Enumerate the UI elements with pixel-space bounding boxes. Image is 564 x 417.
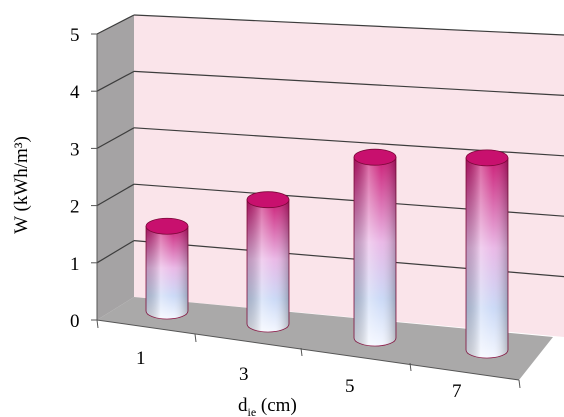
x-axis-title-sub: ie (248, 405, 257, 417)
bar-shading (146, 226, 188, 319)
y-tick-label: 5 (70, 25, 80, 46)
x-tick-mark (409, 362, 412, 372)
y-tick-label: 0 (70, 311, 80, 332)
bar-shading (354, 157, 396, 346)
bar-top (353, 148, 397, 166)
bars (145, 148, 509, 359)
x-tick-label: 1 (136, 348, 146, 369)
x-axis-title-main: d (238, 395, 248, 416)
bar (246, 191, 290, 333)
y-tick-label: 4 (70, 82, 80, 103)
gridline (133, 14, 564, 36)
y-tick-label: 3 (70, 139, 80, 160)
bar (353, 148, 397, 347)
x-axis-ticks: 1 3 5 7 (96, 319, 521, 402)
x-axis-title: die (cm) (238, 395, 297, 417)
bar-shading (247, 199, 289, 332)
gridline (133, 70, 564, 96)
x-tick-label: 3 (239, 364, 249, 385)
side-wall (97, 15, 134, 320)
gridline-side (96, 127, 135, 149)
x-tick-mark (194, 333, 197, 343)
bar-shading (466, 157, 508, 358)
bar-top (465, 149, 509, 167)
bar (465, 149, 509, 359)
x-tick-mark (300, 347, 303, 357)
y-tick-label: 1 (70, 254, 80, 275)
x-tick-mark (96, 319, 99, 329)
gridline-side (96, 70, 135, 92)
x-axis-line (96, 319, 520, 381)
chart-floor (97, 297, 553, 380)
bar-top (246, 191, 290, 209)
y-axis-ticks: 0 1 2 3 4 5 (70, 25, 97, 332)
y-tick-label: 2 (70, 197, 80, 218)
bar-top (145, 217, 189, 235)
gridline-side (96, 240, 135, 264)
back-wall (134, 15, 564, 337)
x-tick-label: 7 (452, 381, 462, 402)
gridline-side (96, 183, 135, 207)
bar (145, 217, 189, 320)
x-tick-label: 5 (345, 376, 355, 397)
x-axis-title-unit: (cm) (256, 395, 297, 416)
x-tick-mark (518, 379, 521, 389)
y-axis-title: W (kWh/m³) (11, 136, 32, 234)
gridline-side (96, 14, 135, 35)
